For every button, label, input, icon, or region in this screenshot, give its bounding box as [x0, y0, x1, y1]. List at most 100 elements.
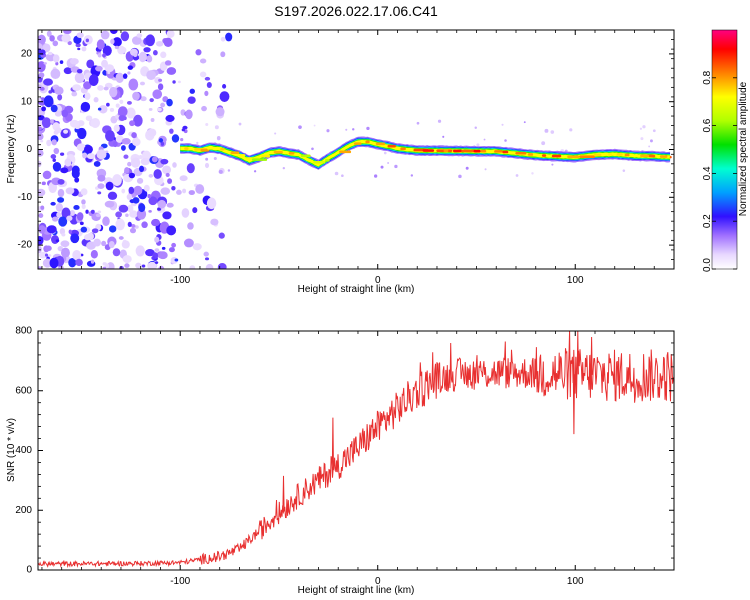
- spectrogram-noise-blob: [141, 264, 146, 268]
- spectrogram-ridge-band: [180, 138, 671, 169]
- spectrogram-ridge: [180, 136, 672, 170]
- colorbar-frame: [711, 29, 738, 270]
- spectrogram-noise-blob: [179, 175, 188, 182]
- spectrogram-noise-blob: [106, 102, 110, 107]
- spectrogram-noise-blob: [157, 83, 164, 91]
- colorbar-tick-label: 0.6: [702, 118, 713, 132]
- spectrogram-noise-blob: [158, 265, 165, 269]
- spectrogram-noise-blob: [104, 200, 115, 208]
- spectrogram-noise-blob: [61, 233, 66, 237]
- spectrogram-noise-blob: [46, 225, 57, 234]
- spectrogram-noise-blob: [57, 179, 65, 185]
- spectrogram-noise-blob: [73, 205, 80, 210]
- spectrogram-noise-blob: [204, 257, 210, 261]
- spectrogram-noise-blob: [550, 130, 555, 134]
- snr-ytick-label: 600: [15, 385, 32, 396]
- spectrogram-ridge-peak: [443, 149, 449, 153]
- spectrogram-noise-blob: [483, 138, 486, 141]
- spectrogram-noise-blob: [120, 31, 130, 42]
- spectrogram-noise-blob: [114, 45, 120, 50]
- spectrogram-noise-blob: [75, 258, 83, 267]
- spectrogram-noise-blob: [410, 174, 414, 177]
- spectrogram-ridge-peak: [387, 144, 396, 148]
- spectrogram-ridge-peak: [184, 147, 189, 150]
- spectrogram-noise: [38, 30, 656, 269]
- spectrogram-noise-blob: [130, 223, 136, 228]
- spectrogram-noise-blob: [121, 145, 126, 151]
- spectrogram-noise-blob: [155, 40, 164, 47]
- spectrogram-noise-blob: [102, 45, 112, 56]
- spectrogram-noise-blob: [124, 167, 130, 174]
- spectrogram-noise-blob: [199, 71, 207, 78]
- spectrogram-noise-blob: [50, 104, 58, 113]
- spectrogram-noise-blob: [541, 141, 546, 146]
- spectrogram-noise-blob: [151, 156, 158, 163]
- spectrogram-noise-blob: [112, 174, 122, 186]
- spectrogram-noise-blob: [341, 174, 344, 178]
- spectrogram-noise-blob: [366, 126, 370, 131]
- spectrogram-noise-blob: [162, 211, 172, 220]
- spectrogram-noise-blob: [120, 46, 127, 54]
- spectrogram-noise-blob: [118, 115, 126, 122]
- spectrogram-noise-blob: [149, 98, 154, 103]
- colorbar-tick-label: 0.0: [702, 258, 713, 272]
- spectrogram-noise-blob: [147, 261, 158, 269]
- spectrogram-ridge-peak: [567, 155, 580, 159]
- spectrogram-noise-blob: [57, 188, 65, 198]
- spectrogram-noise-blob: [352, 128, 355, 131]
- spectrogram-noise-blob: [101, 59, 108, 68]
- spectrogram-noise-blob: [205, 122, 209, 127]
- spectrogram-noise-blob: [238, 122, 242, 126]
- spectrogram-noise-blob: [46, 30, 52, 37]
- spectrogram-noise-blob: [129, 227, 137, 234]
- spectrogram-noise-blob: [218, 232, 225, 239]
- spectrogram-noise-blob: [121, 138, 131, 145]
- spectrogram-noise-blob: [132, 137, 141, 147]
- spectrogram-noise-blob: [119, 99, 124, 104]
- spectrogram-noise-blob: [52, 40, 59, 47]
- spectrogram-ridge-peak: [494, 150, 503, 153]
- spectrogram-ridge-peak: [220, 147, 225, 151]
- spectrogram-noise-blob: [551, 163, 554, 166]
- spectrogram-ridge-peak: [353, 142, 362, 145]
- spectrogram-noise-blob: [38, 213, 44, 218]
- spectrogram-noise-blob: [195, 49, 202, 56]
- spectrogram-ridge-peak: [300, 154, 311, 158]
- spectrogram-noise-blob: [154, 76, 162, 84]
- spectrogram-noise-blob: [154, 261, 159, 264]
- spectrogram-ridge-band: [180, 139, 671, 168]
- spectrogram-noise-blob: [93, 238, 101, 247]
- spectrogram-noise-blob: [143, 184, 150, 192]
- spectrogram-noise-blob: [171, 186, 176, 191]
- spectrogram-noise-blob: [476, 143, 480, 147]
- snr-ylabel: SNR (10 * v/v): [6, 418, 17, 482]
- spectrogram-noise-blob: [129, 210, 138, 218]
- spectrogram-noise-blob: [115, 114, 119, 119]
- spectrogram-noise-blob: [50, 68, 61, 80]
- spectrogram-noise-blob: [95, 65, 103, 72]
- spectrogram-noise-blob: [160, 102, 166, 108]
- spectrogram-noise-blob: [100, 30, 110, 40]
- spectrogram-noise-blob: [107, 191, 118, 200]
- spectrogram-noise-blob: [147, 128, 157, 137]
- spectrogram-noise-blob: [59, 152, 65, 156]
- spectrogram-noise-blob: [38, 126, 43, 131]
- spectrogram-noise-blob: [126, 193, 133, 201]
- spectrogram-noise-blob: [166, 98, 173, 107]
- colorbar: 0.0 0.2 0.4 0.6 0.8 Normalized spectral ampl…: [702, 29, 749, 272]
- spectrogram-noise-blob: [80, 101, 91, 112]
- spectrogram-noise-blob: [105, 181, 114, 191]
- spectrogram-noise-blob: [67, 41, 72, 46]
- spectrogram-noise-blob: [139, 165, 145, 173]
- spectrogram-noise-blob: [158, 251, 168, 260]
- spectrogram-noise-blob: [523, 121, 526, 124]
- colorbar-tick-label: 0.8: [702, 70, 713, 84]
- spectrogram-noise-blob: [133, 114, 143, 127]
- spectrogram-noise-blob: [93, 97, 99, 103]
- spectrogram-noise-blob: [85, 209, 89, 214]
- spectrogram-noise-blob: [192, 243, 202, 251]
- spectrogram-noise-blob: [196, 141, 199, 145]
- spectrogram-noise-blob: [515, 174, 519, 177]
- spectrogram-noise-blob: [151, 218, 161, 227]
- spectrogram-noise-blob: [181, 128, 186, 132]
